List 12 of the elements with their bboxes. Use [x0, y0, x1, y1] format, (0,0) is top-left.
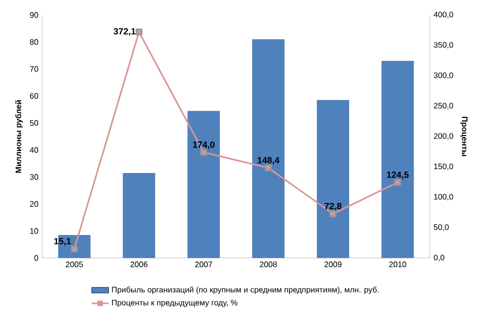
point	[330, 210, 336, 218]
point	[70, 245, 78, 252]
bar	[316, 100, 350, 258]
data-label: 72,8	[324, 202, 342, 211]
point	[136, 28, 142, 36]
bar	[252, 39, 284, 258]
bar	[122, 172, 156, 258]
bar	[382, 60, 414, 258]
bar	[188, 110, 220, 258]
data-label: 148,4	[258, 157, 280, 165]
data-label: 124,5	[387, 172, 409, 180]
data-label: 372,1	[114, 28, 136, 36]
